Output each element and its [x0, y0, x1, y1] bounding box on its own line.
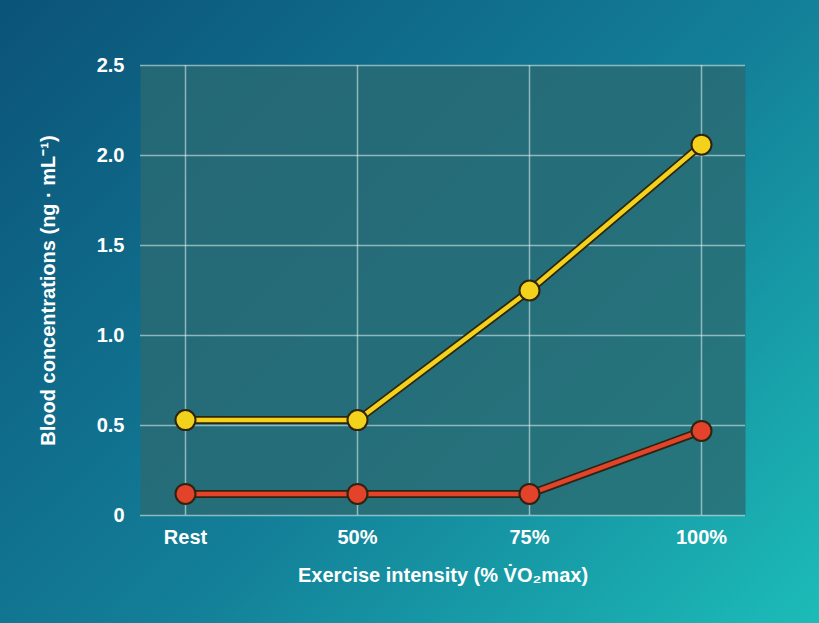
svg-text:0: 0 [113, 504, 124, 526]
svg-text:2.5: 2.5 [97, 54, 125, 76]
svg-text:50%: 50% [337, 526, 377, 548]
svg-text:0.5: 0.5 [97, 414, 125, 436]
svg-text:Exercise intensity (% V̇O₂max): Exercise intensity (% V̇O₂max) [298, 563, 588, 586]
svg-text:1.0: 1.0 [97, 324, 125, 346]
svg-text:100%: 100% [676, 526, 727, 548]
svg-text:75%: 75% [509, 526, 549, 548]
svg-text:Rest: Rest [164, 526, 208, 548]
svg-text:2.0: 2.0 [97, 144, 125, 166]
svg-text:Blood concentrations (ng · mL⁻: Blood concentrations (ng · mL⁻¹) [37, 135, 59, 445]
svg-text:1.5: 1.5 [97, 234, 125, 256]
